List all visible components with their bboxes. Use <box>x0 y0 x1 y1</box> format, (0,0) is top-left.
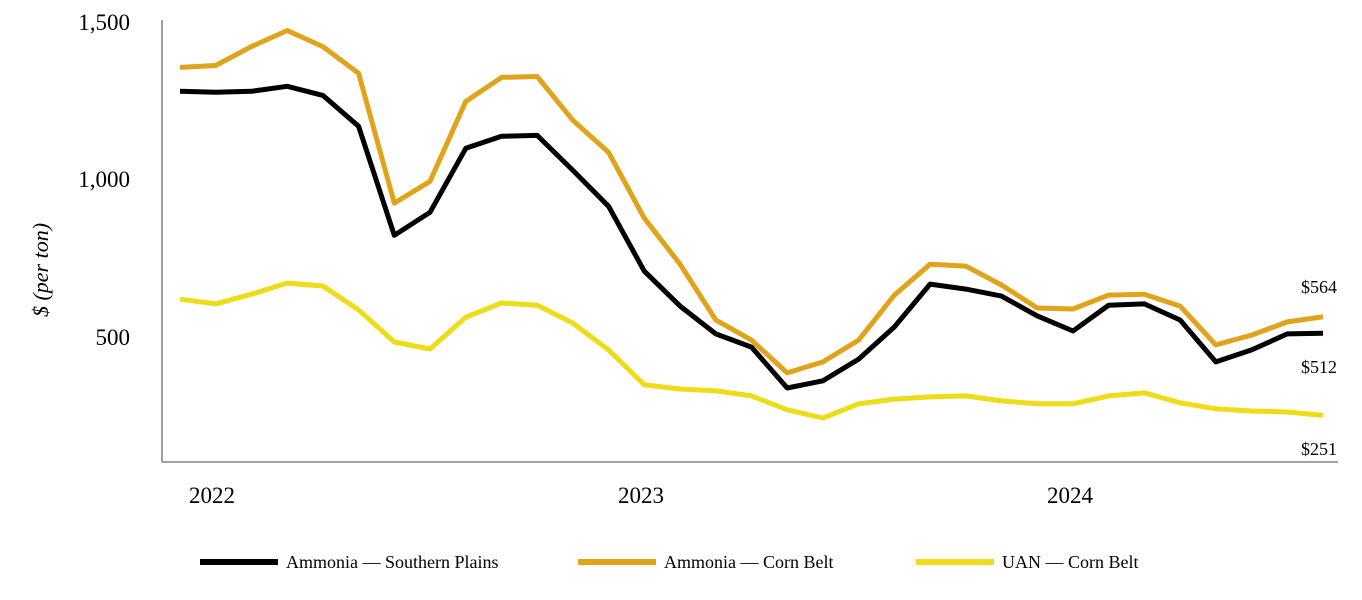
y-tick-label-1500: 1,500 <box>78 10 130 35</box>
series-layer <box>179 28 1324 421</box>
y-axis-title: $ (per ton) <box>28 223 53 317</box>
legend: Ammonia — Southern Plains Ammonia — Corn… <box>200 552 1139 572</box>
end-label-uan: $251 <box>1301 439 1337 459</box>
x-tick-label-2022: 2022 <box>189 483 235 508</box>
end-label-southern-plains-ammonia: $512 <box>1301 357 1337 377</box>
y-tick-label-1000: 1,000 <box>78 167 130 192</box>
legend-label-uan: UAN — Corn Belt <box>1002 552 1139 572</box>
axes <box>161 20 1338 463</box>
series-line-1 <box>179 28 1324 376</box>
legend-label-southern-plains: Ammonia — Southern Plains <box>286 552 499 572</box>
y-tick-label-500: 500 <box>96 325 131 350</box>
x-tick-label-2023: 2023 <box>618 483 664 508</box>
legend-label-corn-belt-ammonia: Ammonia — Corn Belt <box>664 552 834 572</box>
end-label-corn-belt-ammonia: $564 <box>1301 277 1337 297</box>
x-tick-label-2024: 2024 <box>1047 483 1094 508</box>
